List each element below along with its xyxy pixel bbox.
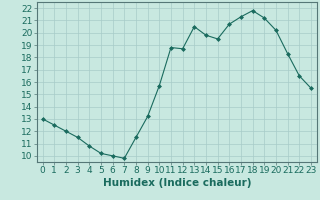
X-axis label: Humidex (Indice chaleur): Humidex (Indice chaleur) xyxy=(102,178,251,188)
